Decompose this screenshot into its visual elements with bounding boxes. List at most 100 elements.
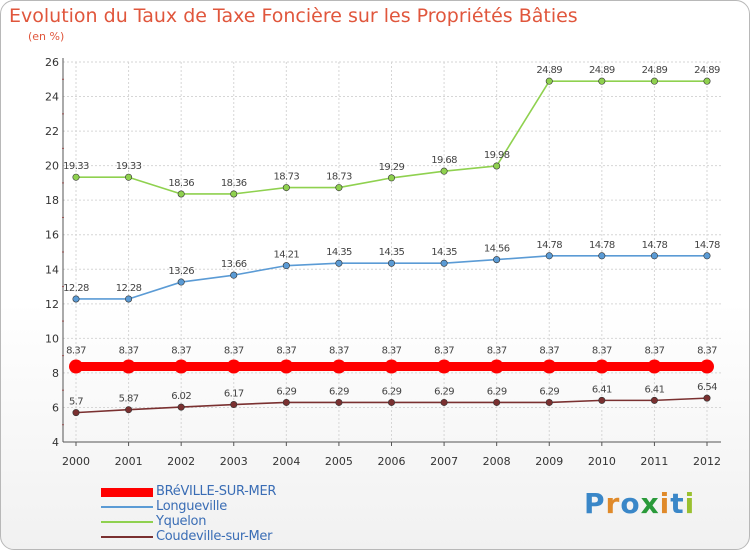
logo-letter: t: [670, 487, 685, 520]
series-point: [493, 256, 501, 264]
series-point: [230, 271, 238, 279]
logo-letter: P: [584, 487, 606, 520]
x-tick-label: 2003: [220, 455, 248, 468]
data-label: 14.35: [326, 247, 352, 258]
data-label: 18.36: [221, 178, 247, 189]
y-unit-label: (en %): [28, 30, 65, 43]
series-point: [387, 259, 395, 267]
data-label: 8.37: [66, 346, 86, 357]
series: [69, 77, 714, 417]
y-tick-label: 10: [45, 332, 59, 345]
series-point: [703, 77, 711, 85]
data-label: 8.37: [119, 346, 139, 357]
data-label: 14.78: [536, 240, 562, 251]
series-point: [331, 359, 346, 374]
legend-label: Coudeville-sur-Mer: [156, 529, 273, 544]
data-label: 12.28: [116, 283, 142, 294]
data-label: 8.37: [487, 346, 507, 357]
data-label: 24.89: [589, 65, 615, 76]
data-label: 6.29: [276, 386, 296, 397]
data-label: 6.41: [644, 384, 664, 395]
series-point: [545, 77, 553, 85]
series-point: [279, 359, 294, 374]
series-point: [282, 184, 290, 192]
series-point: [387, 398, 395, 406]
data-label: 18.36: [168, 178, 194, 189]
series-point: [598, 252, 606, 260]
y-tick-label: 16: [45, 229, 59, 242]
logo-letter: r: [605, 487, 621, 520]
series-point: [598, 77, 606, 85]
data-label: 14.78: [589, 240, 615, 251]
y-tick-label: 24: [45, 91, 59, 104]
x-tick-label: 2001: [115, 455, 143, 468]
series-point: [493, 162, 501, 170]
y-tick-label: 18: [45, 194, 59, 207]
data-label: 8.37: [224, 346, 244, 357]
series-point: [177, 190, 185, 198]
x-tick-label: 2000: [62, 455, 90, 468]
series-point: [177, 403, 185, 411]
series-point: [594, 359, 609, 374]
data-label: 19.98: [484, 150, 510, 161]
series-point: [545, 252, 553, 260]
series-point: [174, 359, 189, 374]
series-point: [282, 262, 290, 270]
logo-letter: o: [620, 487, 641, 520]
x-tick-label: 2010: [588, 455, 616, 468]
data-label: 8.37: [382, 346, 402, 357]
series-point: [542, 359, 557, 374]
series-point: [72, 295, 80, 303]
y-tick-label: 8: [52, 367, 59, 380]
logo-letter: x: [640, 487, 660, 520]
series-point: [703, 252, 711, 260]
legend-swatch: [101, 487, 153, 497]
y-tick-label: 22: [45, 125, 59, 138]
series-point: [387, 174, 395, 182]
series-point: [489, 359, 504, 374]
series-point: [230, 401, 238, 409]
y-tick-label: 6: [52, 401, 59, 414]
data-label: 6.29: [539, 386, 559, 397]
legend-swatch: [101, 506, 153, 508]
y-tick-label: 14: [45, 263, 59, 276]
series-point: [72, 409, 80, 417]
series-point: [226, 359, 241, 374]
series-point: [493, 398, 501, 406]
series-point: [177, 278, 185, 286]
series-point: [440, 398, 448, 406]
series-point: [72, 173, 80, 181]
data-label: 24.89: [642, 65, 668, 76]
data-label: 8.37: [697, 346, 717, 357]
data-label: 6.41: [592, 384, 612, 395]
data-label: 6.54: [697, 382, 717, 393]
legend-swatch: [101, 536, 153, 538]
proxiti-logo: Proxiti: [584, 487, 695, 520]
series-point: [121, 359, 136, 374]
y-tick-label: 26: [45, 56, 59, 69]
x-tick-label: 2002: [167, 455, 195, 468]
y-tick-label: 12: [45, 298, 59, 311]
data-label: 24.89: [536, 65, 562, 76]
data-label: 5.87: [119, 394, 139, 405]
legend-label: Longueville: [156, 499, 227, 514]
x-tick-label: 2008: [483, 455, 511, 468]
data-label: 6.17: [224, 389, 244, 400]
series-point: [647, 359, 662, 374]
data-labels: 12.28 12.28 13.26 13.66 14.21 14.35 14.35 14.35…: [63, 65, 720, 407]
legend-label: Yquelon: [156, 514, 207, 529]
x-tick-label: 2006: [378, 455, 406, 468]
data-label: 6.29: [329, 386, 349, 397]
logo-letter: i: [659, 487, 671, 520]
series-point: [335, 398, 343, 406]
series-point: [700, 359, 714, 374]
data-label: 14.35: [379, 247, 405, 258]
series-point: [440, 259, 448, 267]
series-point: [545, 398, 553, 406]
x-tick-label: 2012: [693, 455, 721, 468]
data-label: 14.78: [642, 240, 668, 251]
x-tick-label: 2004: [272, 455, 300, 468]
x-tick-label: 2005: [325, 455, 353, 468]
data-label: 8.37: [539, 346, 559, 357]
